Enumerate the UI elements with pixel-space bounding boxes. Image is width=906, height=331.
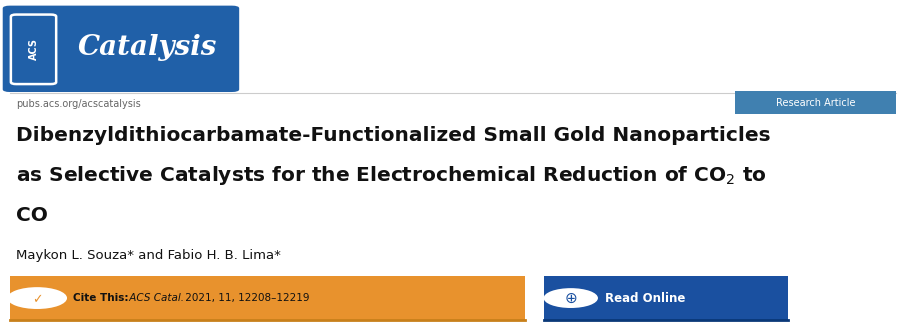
FancyBboxPatch shape [735, 91, 896, 114]
Text: CO: CO [16, 206, 48, 225]
Text: ✓: ✓ [32, 293, 43, 306]
Text: ACS Catal.: ACS Catal. [126, 293, 184, 303]
Text: Cite This:: Cite This: [73, 293, 129, 303]
FancyBboxPatch shape [11, 15, 56, 84]
FancyBboxPatch shape [544, 276, 788, 320]
Text: pubs.acs.org/acscatalysis: pubs.acs.org/acscatalysis [16, 99, 141, 109]
Text: Dibenzyldithiocarbamate-Functionalized Small Gold Nanoparticles: Dibenzyldithiocarbamate-Functionalized S… [16, 126, 771, 145]
Circle shape [544, 288, 598, 308]
Text: ACS: ACS [28, 38, 39, 60]
FancyBboxPatch shape [3, 6, 239, 92]
Circle shape [7, 287, 67, 309]
Text: Maykon L. Souza* and Fabio H. B. Lima*: Maykon L. Souza* and Fabio H. B. Lima* [16, 249, 281, 262]
Text: Read Online: Read Online [605, 292, 686, 305]
FancyBboxPatch shape [10, 276, 525, 320]
Text: as Selective Catalysts for the Electrochemical Reduction of CO$_2$ to: as Selective Catalysts for the Electroch… [16, 164, 767, 187]
Text: Research Article: Research Article [776, 98, 855, 108]
Text: ⊕: ⊕ [564, 291, 577, 306]
Text: Catalysis: Catalysis [78, 34, 217, 61]
Text: 2021, 11, 12208–12219: 2021, 11, 12208–12219 [182, 293, 310, 303]
